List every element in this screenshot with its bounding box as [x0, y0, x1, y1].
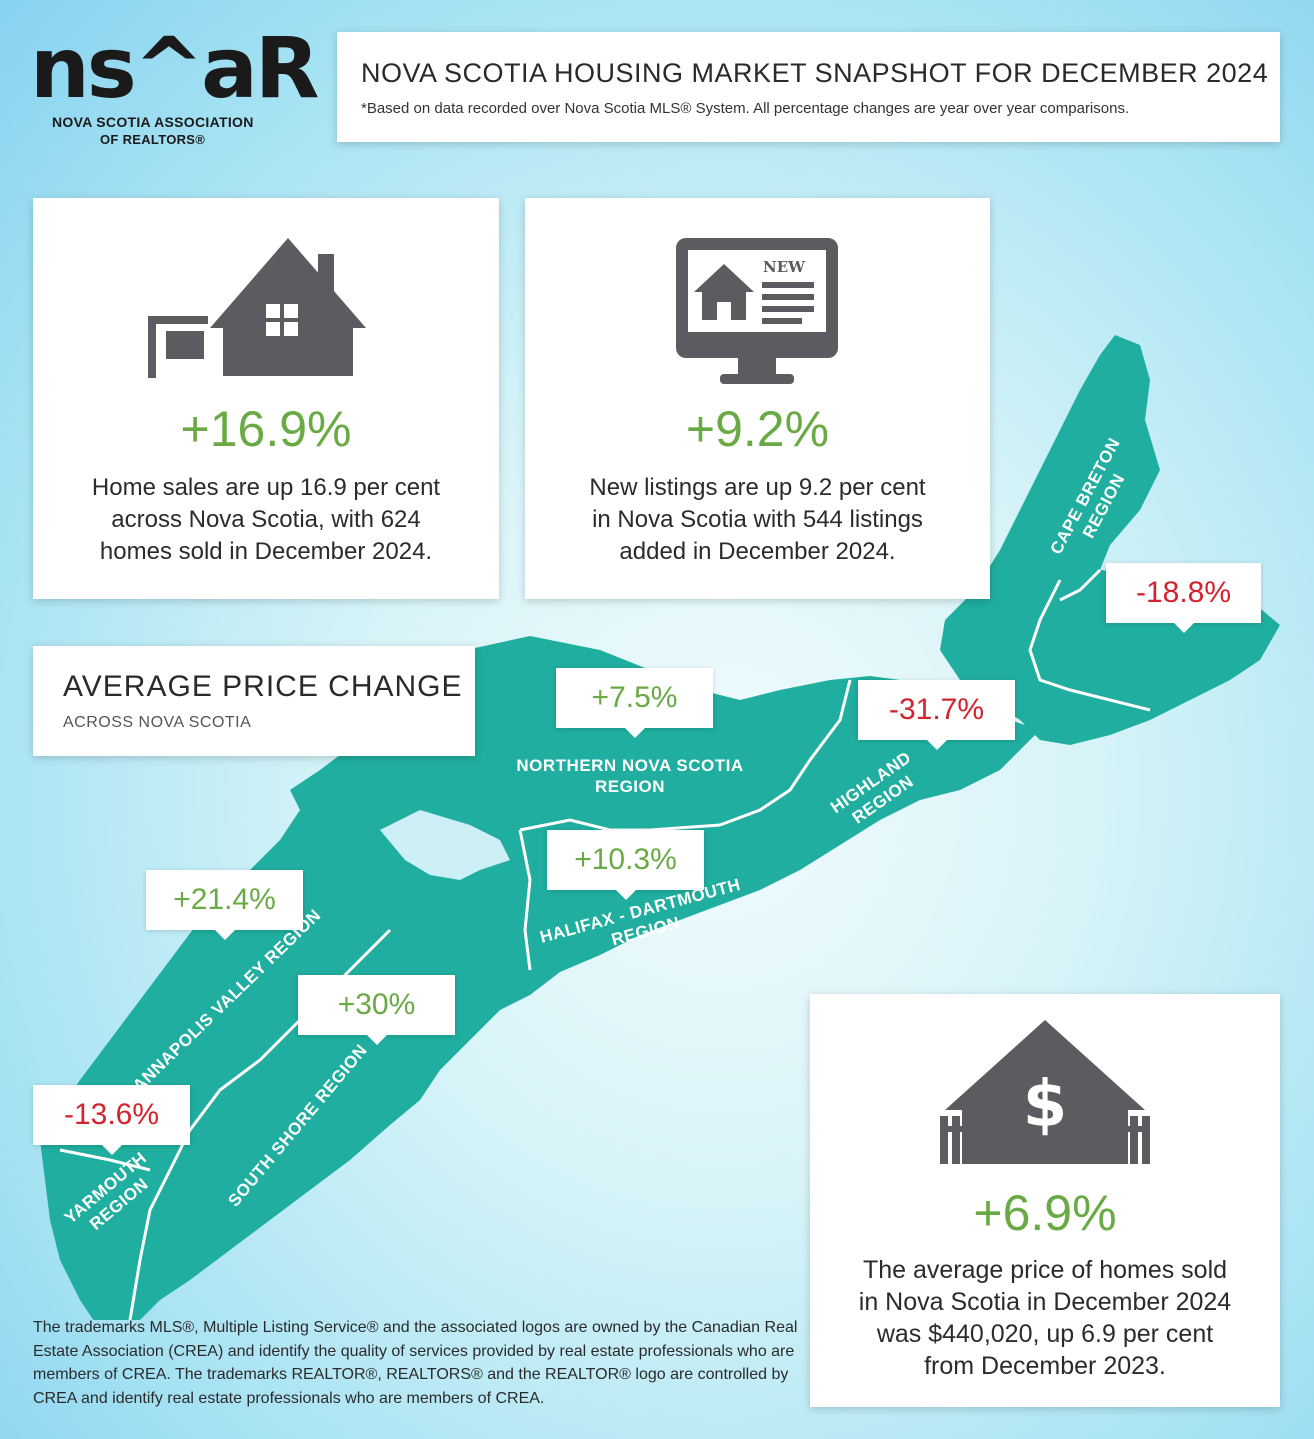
trademark-footer: The trademarks MLS®, Multiple Listing Se…: [33, 1319, 798, 1407]
nsar-logo: ns^aR NOVA SCOTIA ASSOCIATION OF REALTOR…: [30, 22, 320, 152]
logo-mark: ns^aR: [30, 19, 320, 117]
header-note: *Based on data recorded over Nova Scotia…: [361, 100, 1130, 117]
listings-desc-line-3: added in December 2024.: [619, 538, 896, 565]
average-price-change-card: AVERAGE PRICE CHANGE ACROSS NOVA SCOTIA: [33, 646, 475, 756]
avg-price-desc-line-2: in Nova Scotia in December 2024: [858, 1288, 1232, 1316]
callout-yarmouth: -13.6%: [33, 1085, 190, 1155]
avg-price-desc-line-4: from December 2023.: [924, 1352, 1166, 1380]
sales-desc-line-2: across Nova Scotia, with 624: [111, 506, 421, 533]
sales-description: Home sales are up 16.9 per cent across N…: [53, 472, 479, 568]
avg-price-percent: +6.9%: [973, 1185, 1117, 1241]
nova-scotia-map: [40, 335, 1280, 1320]
listings-desc-line-2: in Nova Scotia with 544 listings: [592, 506, 923, 533]
callout-cape-breton: -18.8%: [1106, 563, 1261, 633]
avg-price-description: The average price of homes sold in Nova …: [830, 1254, 1260, 1382]
sales-desc-line-3: homes sold in December 2024.: [99, 538, 433, 565]
logo-line-1: NOVA SCOTIA ASSOCIATION: [52, 114, 254, 130]
new-listings-card: NEW +9.2% New listings are up 9.2 per ce…: [525, 198, 990, 599]
mainland-shape: [40, 636, 1040, 1320]
avg-change-subtitle: ACROSS NOVA SCOTIA: [63, 714, 252, 731]
home-sales-card: +16.9% Home sales are up 16.9 per cent a…: [33, 198, 499, 599]
header-card: NOVA SCOTIA HOUSING MARKET SNAPSHOT FOR …: [337, 32, 1280, 142]
callout-highland: -31.7%: [858, 680, 1015, 750]
new-badge-text: NEW: [763, 258, 806, 276]
sales-percent: +16.9%: [180, 401, 352, 457]
callout-south-shore: +30%: [298, 975, 455, 1045]
northern-label-2: REGION: [594, 777, 666, 796]
callout-northern: +7.5%: [556, 668, 713, 738]
sales-desc-line-1: Home sales are up 16.9 per cent: [91, 474, 441, 501]
callout-halifax: +10.3%: [547, 830, 704, 900]
page-title: NOVA SCOTIA HOUSING MARKET SNAPSHOT FOR …: [361, 58, 1269, 88]
listings-description: New listings are up 9.2 per cent in Nova…: [545, 472, 970, 568]
new-listing-monitor-icon: NEW: [676, 238, 838, 384]
listings-desc-line-1: New listings are up 9.2 per cent: [589, 474, 926, 501]
cape-breton-shape: [940, 335, 1280, 745]
region-label-northern: NORTHERN NOVA SCOTIA REGION: [510, 755, 750, 797]
avg-change-title: AVERAGE PRICE CHANGE: [63, 670, 463, 703]
minas-basin: [380, 810, 510, 880]
svg-text:$: $: [1023, 1068, 1068, 1142]
house-dollar-icon: $: [940, 1020, 1150, 1164]
listings-percent: +9.2%: [685, 401, 830, 457]
house-for-sale-icon: [148, 238, 366, 378]
avg-price-desc-line-3: was $440,020, up 6.9 per cent: [876, 1320, 1214, 1348]
avg-price-desc-line-1: The average price of homes sold: [862, 1256, 1228, 1284]
logo-line-2: OF REALTORS®: [100, 132, 206, 147]
callout-annapolis: +21.4%: [146, 870, 303, 940]
northern-label-1: NORTHERN NOVA SCOTIA: [516, 756, 744, 775]
average-price-card: $ +6.9% The average price of homes sold …: [810, 994, 1280, 1407]
